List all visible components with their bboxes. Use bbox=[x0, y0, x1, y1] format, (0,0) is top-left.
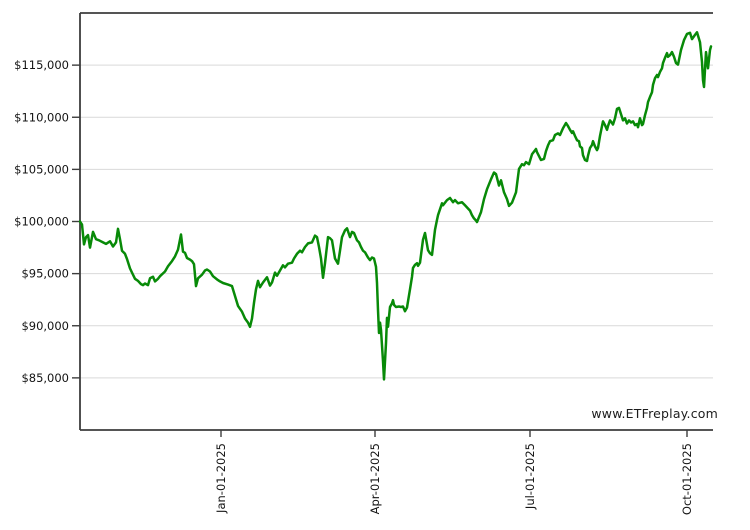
y-axis-label: $90,000 bbox=[21, 319, 69, 333]
y-axis-label: $100,000 bbox=[14, 215, 69, 229]
price-line-series bbox=[78, 31, 713, 381]
etfreplay-watermark: www.ETFreplay.com bbox=[591, 406, 718, 421]
x-axis-label: Jan-01-2025 bbox=[214, 443, 228, 514]
x-axis-label: Jul-01-2025 bbox=[523, 443, 537, 510]
x-axis-label: Oct-01-2025 bbox=[680, 443, 694, 515]
y-axis-label: $105,000 bbox=[14, 162, 69, 176]
y-axis-label: $115,000 bbox=[14, 58, 69, 72]
y-axis-label: $85,000 bbox=[21, 371, 69, 385]
y-axis-label: $110,000 bbox=[14, 110, 69, 124]
y-axis-label: $95,000 bbox=[21, 267, 69, 281]
x-axis-label: Apr-01-2025 bbox=[368, 443, 382, 514]
